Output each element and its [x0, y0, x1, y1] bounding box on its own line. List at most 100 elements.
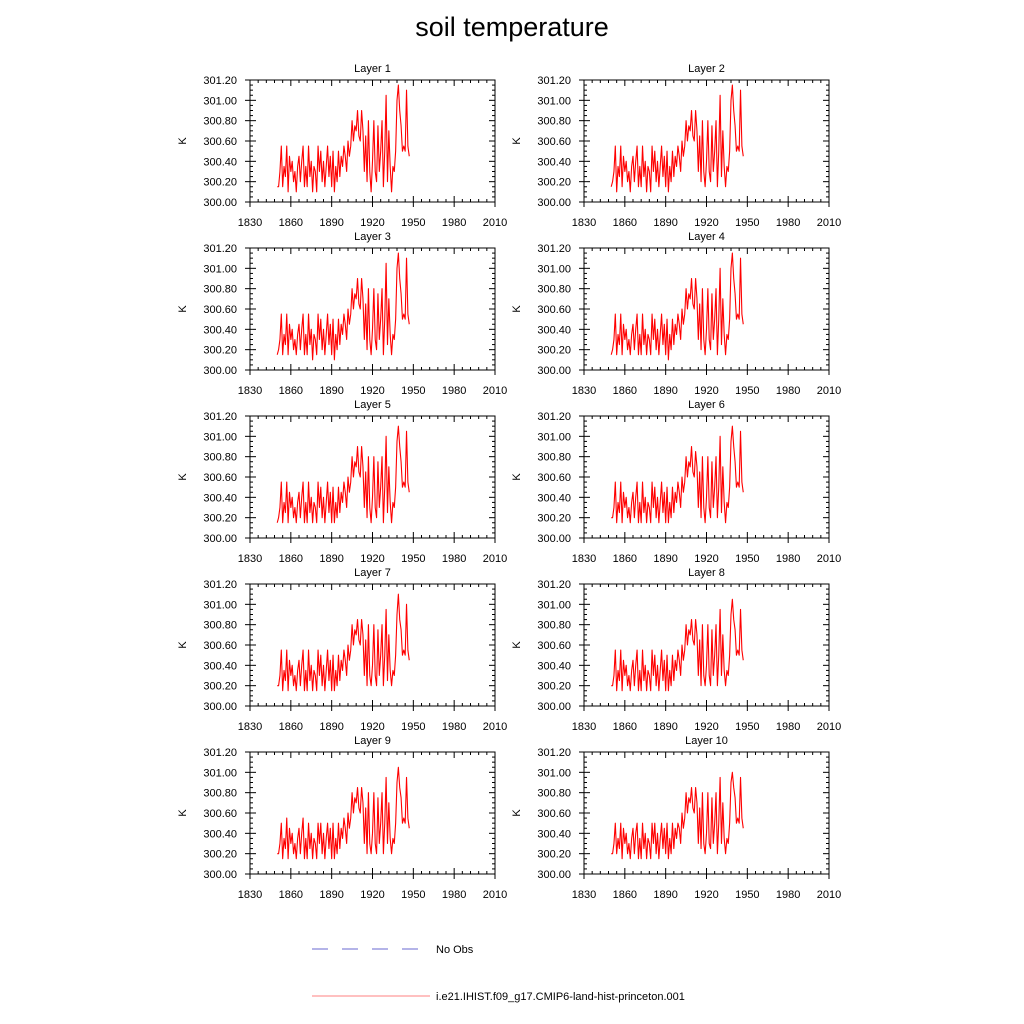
y-tick-label: 300.80: [203, 620, 237, 632]
y-tick-label: 301.20: [537, 747, 571, 759]
y-tick-label: 300.20: [537, 681, 571, 693]
y-tick-label: 301.20: [537, 579, 571, 591]
y-tick-label: 300.00: [203, 701, 237, 713]
x-tick-label: 1950: [401, 385, 425, 397]
y-tick-label: 300.80: [203, 452, 237, 464]
x-tick-label: 1830: [238, 721, 262, 733]
panel-title: Layer 3: [354, 231, 391, 243]
y-tick-label: 300.40: [203, 660, 237, 672]
x-tick-label: 2010: [817, 721, 841, 733]
y-tick-label: 300.00: [537, 533, 571, 545]
x-tick-label: 1860: [279, 553, 303, 565]
y-axis-label: K: [511, 473, 523, 481]
y-tick-label: 300.40: [537, 492, 571, 504]
x-tick-label: 1980: [442, 889, 466, 901]
series-line: [611, 771, 744, 860]
y-tick-label: 300.80: [537, 116, 571, 128]
y-tick-label: 300.60: [203, 136, 237, 148]
y-tick-label: 300.40: [537, 660, 571, 672]
chart-panel: Layer 9 1830 1860 1890 1920 1950 1980 2010 300.0…: [177, 735, 507, 901]
x-tick-label: 1920: [694, 217, 718, 229]
y-tick-label: 300.40: [203, 324, 237, 336]
x-tick-label: 1980: [442, 721, 466, 733]
y-axis-label: K: [177, 305, 189, 313]
x-tick-label: 1890: [319, 721, 343, 733]
panel-title: Layer 1: [354, 63, 391, 75]
x-tick-label: 1950: [735, 385, 759, 397]
y-tick-label: 300.20: [203, 177, 237, 189]
y-tick-label: 300.20: [537, 177, 571, 189]
y-tick-label: 300.80: [537, 284, 571, 296]
y-tick-label: 300.00: [203, 197, 237, 209]
panel-title: Layer 6: [688, 399, 725, 411]
chart-panel: Layer 6 1830 1860 1890 1920 1950 1980 2010 300.0…: [511, 399, 841, 565]
y-tick-label: 300.60: [203, 640, 237, 652]
y-tick-label: 300.80: [203, 116, 237, 128]
plot-frame: [583, 415, 830, 539]
y-tick-label: 300.60: [537, 640, 571, 652]
x-tick-label: 1950: [735, 721, 759, 733]
y-tick-label: 300.00: [537, 197, 571, 209]
y-tick-label: 300.60: [537, 136, 571, 148]
x-tick-label: 1860: [613, 217, 637, 229]
y-tick-label: 300.20: [203, 849, 237, 861]
y-axis-label: K: [177, 809, 189, 817]
y-tick-label: 300.00: [537, 869, 571, 881]
y-tick-label: 300.20: [203, 345, 237, 357]
x-tick-label: 1860: [279, 217, 303, 229]
x-tick-label: 1860: [279, 385, 303, 397]
series-line: [277, 84, 410, 193]
y-tick-label: 300.00: [203, 365, 237, 377]
series-line: [610, 84, 744, 193]
y-tick-label: 301.00: [537, 263, 571, 275]
y-axis-label: K: [177, 641, 189, 649]
y-tick-label: 300.80: [537, 452, 571, 464]
x-tick-label: 1980: [776, 553, 800, 565]
y-axis-label: K: [177, 473, 189, 481]
series-line: [276, 425, 410, 524]
y-axis-label: K: [511, 641, 523, 649]
plot-frame: [249, 583, 496, 707]
y-tick-label: 300.40: [203, 492, 237, 504]
y-tick-label: 301.20: [203, 747, 237, 759]
series-line: [277, 766, 410, 860]
chart-panel: Layer 5 1830 1860 1890 1920 1950 1980 2010 300.0…: [177, 399, 507, 565]
plot-frame: [249, 751, 496, 875]
y-tick-label: 300.40: [203, 828, 237, 840]
x-tick-label: 1890: [653, 385, 677, 397]
y-tick-label: 300.40: [537, 324, 571, 336]
x-tick-label: 1890: [319, 889, 343, 901]
plot-frame: [583, 751, 830, 875]
chart-panel: Layer 1 1830 1860 1890 1920 1950 1980 2010 300.0…: [177, 63, 507, 229]
y-tick-label: 300.20: [537, 849, 571, 861]
y-tick-label: 300.40: [203, 156, 237, 168]
y-tick-label: 301.00: [537, 767, 571, 779]
y-tick-label: 301.00: [203, 767, 237, 779]
y-tick-label: 301.20: [203, 579, 237, 591]
x-tick-label: 2010: [483, 889, 507, 901]
y-tick-label: 301.20: [203, 411, 237, 423]
x-tick-label: 2010: [817, 889, 841, 901]
x-tick-label: 2010: [817, 217, 841, 229]
y-tick-label: 300.00: [537, 701, 571, 713]
x-tick-label: 1890: [653, 217, 677, 229]
y-tick-label: 300.20: [203, 513, 237, 525]
y-tick-label: 300.00: [203, 869, 237, 881]
x-tick-label: 1890: [319, 217, 343, 229]
y-tick-label: 301.00: [537, 95, 571, 107]
figure-title: soil temperature: [415, 12, 609, 42]
x-tick-label: 1860: [613, 385, 637, 397]
x-tick-label: 1980: [776, 889, 800, 901]
x-tick-label: 2010: [483, 385, 507, 397]
x-tick-label: 1920: [360, 217, 384, 229]
y-tick-label: 301.20: [203, 75, 237, 87]
series-line: [610, 252, 744, 361]
x-tick-label: 1920: [694, 385, 718, 397]
x-tick-label: 1860: [613, 889, 637, 901]
y-axis-label: K: [511, 137, 523, 145]
x-tick-label: 1980: [442, 385, 466, 397]
y-tick-label: 301.00: [537, 431, 571, 443]
x-tick-label: 1920: [694, 721, 718, 733]
chart-panel: Layer 8 1830 1860 1890 1920 1950 1980 2010 300.0…: [511, 567, 841, 733]
panel-title: Layer 8: [688, 567, 725, 579]
